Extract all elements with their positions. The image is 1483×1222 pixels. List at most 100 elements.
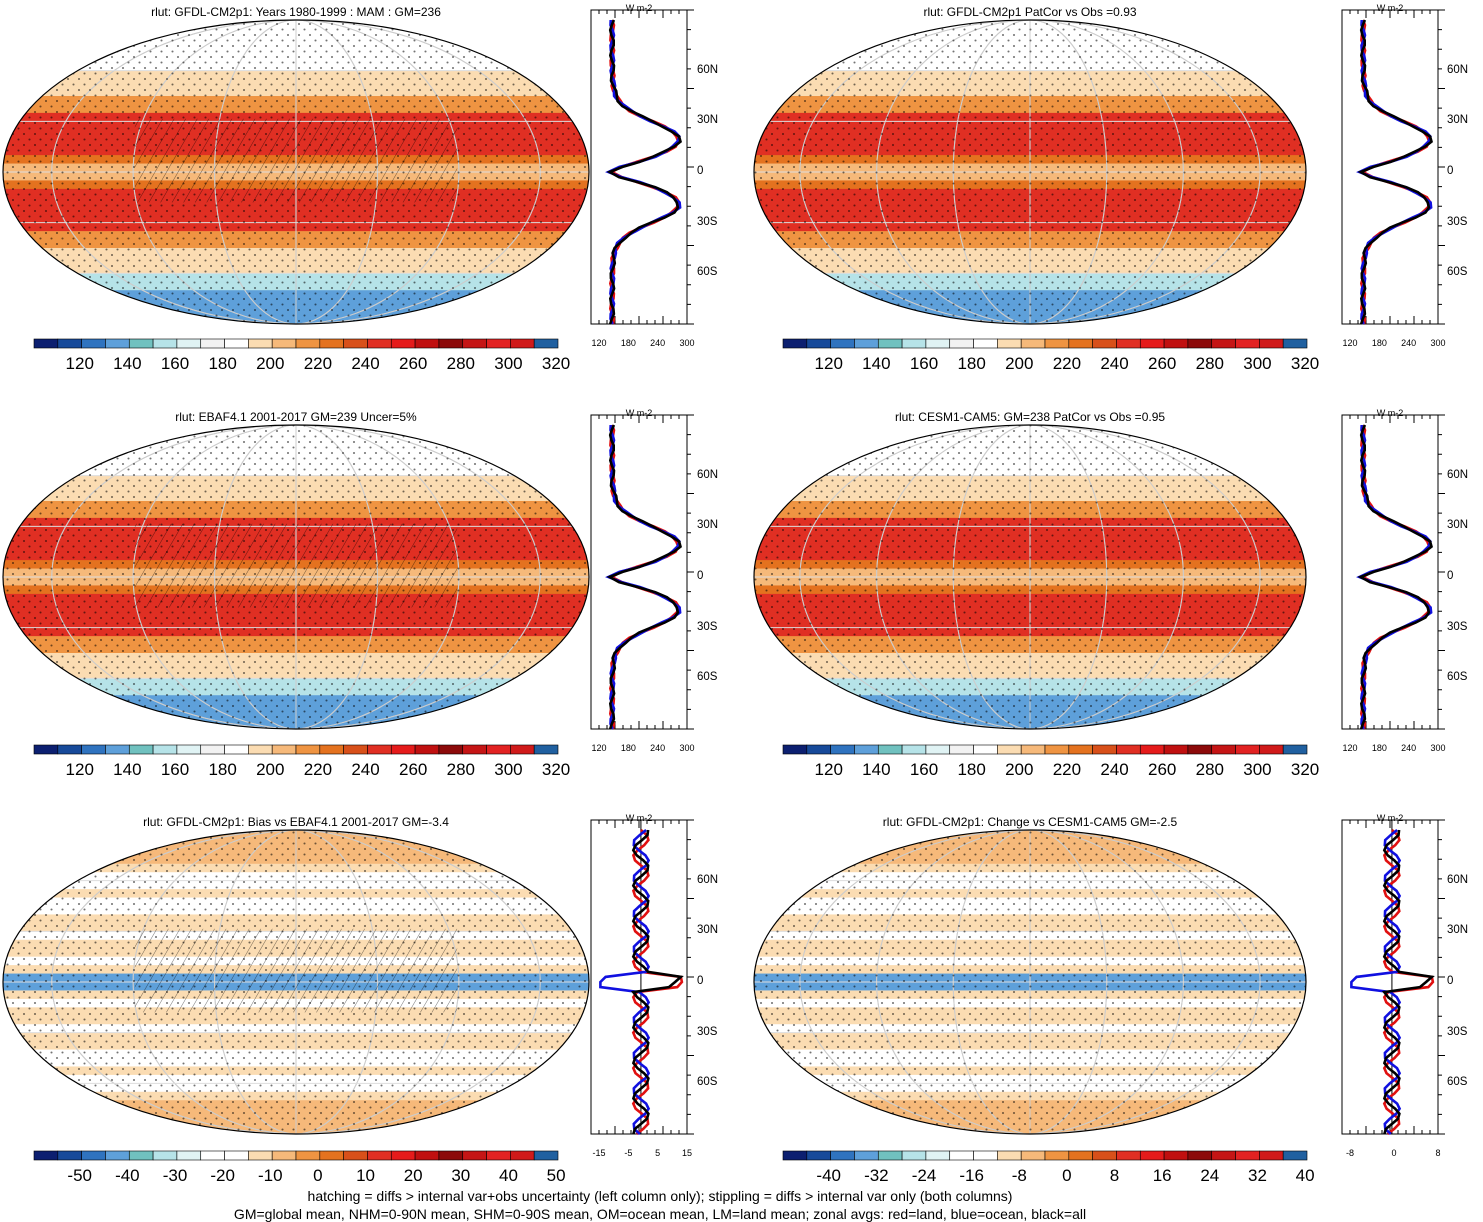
colorbar-2 (783, 339, 1307, 348)
colorbar-tick-label: 260 (399, 760, 427, 780)
latitude-label: 60S (1447, 671, 1467, 683)
colorbar-tick-label: 320 (542, 354, 570, 374)
latitude-label: 0 (697, 570, 703, 582)
colorbar-tick-label: 50 (547, 1166, 566, 1186)
panel-title-3: rlut: EBAF4.1 2001-2017 GM=239 Uncer=5% (175, 410, 416, 424)
colorbar-tick-label: 300 (1243, 354, 1271, 374)
colorbar-tick-label: 140 (113, 760, 141, 780)
panel-title-5: rlut: GFDL-CM2p1: Bias vs EBAF4.1 2001-2… (143, 815, 449, 829)
colorbar-4 (783, 745, 1307, 754)
colorbar-tick-label: 0 (313, 1166, 322, 1186)
panel-1 (3, 10, 694, 348)
colorbar-tick-label: 30 (451, 1166, 470, 1186)
latitude-label: 0 (1447, 165, 1453, 177)
map-field-1 (3, 20, 589, 325)
zonal-units-label: W m-2 (626, 813, 653, 823)
colorbar-6 (783, 1151, 1307, 1160)
latitude-label: 0 (697, 975, 703, 987)
zonal-tick-label: -15 (592, 1148, 605, 1158)
latitude-label: 60S (697, 1076, 717, 1088)
latitude-label: 60S (697, 266, 717, 278)
colorbar-tick-label: -16 (959, 1166, 984, 1186)
colorbar-tick-label: 300 (494, 354, 522, 374)
zonal-tick-label: 180 (621, 338, 636, 348)
colorbar-tick-label: 300 (1243, 760, 1271, 780)
zonal-average-plot-3 (591, 415, 694, 729)
latitude-label: 60N (1447, 469, 1468, 481)
colorbar-tick-label: 200 (1005, 760, 1033, 780)
zonal-tick-label: 120 (1342, 743, 1357, 753)
colorbar-tick-label: 240 (351, 760, 379, 780)
latitude-label: 60N (697, 469, 718, 481)
colorbar-tick-label: 280 (447, 354, 475, 374)
zonal-units-label: W m-2 (626, 3, 653, 13)
colorbar-tick-label: 20 (404, 1166, 423, 1186)
latitude-label: 0 (697, 165, 703, 177)
latitude-label: 30S (697, 216, 717, 228)
colorbar-tick-label: 220 (304, 760, 332, 780)
colorbar-tick-label: 180 (957, 760, 985, 780)
panel-5 (3, 820, 694, 1160)
colorbar-tick-label: 10 (356, 1166, 375, 1186)
zonal-tick-label: 240 (1401, 743, 1416, 753)
colorbar-tick-label: 320 (542, 760, 570, 780)
latitude-label: 30N (1447, 924, 1468, 936)
colorbar-tick-label: 200 (256, 354, 284, 374)
colorbar-tick-label: 320 (1291, 354, 1319, 374)
colorbar-tick-label: 24 (1200, 1166, 1219, 1186)
colorbar-tick-label: 140 (862, 354, 890, 374)
colorbar-tick-label: 180 (957, 354, 985, 374)
zonal-tick-label: -8 (1346, 1148, 1354, 1158)
colorbar-tick-label: 160 (910, 760, 938, 780)
colorbar-tick-label: 160 (161, 760, 189, 780)
colorbar-tick-label: 180 (208, 760, 236, 780)
panel-3 (3, 415, 694, 754)
panel-6 (754, 820, 1445, 1160)
colorbar-tick-label: 240 (1100, 354, 1128, 374)
colorbar-tick-label: 220 (1053, 760, 1081, 780)
zonal-tick-label: 8 (1435, 1148, 1440, 1158)
colorbar-tick-label: 260 (1148, 760, 1176, 780)
zonal-average-plot-5 (591, 820, 694, 1134)
latitude-label: 60S (697, 671, 717, 683)
zonal-tick-label: -5 (624, 1148, 632, 1158)
zonal-tick-label: 300 (1430, 338, 1445, 348)
panel-title-1: rlut: GFDL-CM2p1: Years 1980-1999 : MAM … (151, 5, 441, 19)
panel-title-2: rlut: GFDL-CM2p1 PatCor vs Obs =0.93 (923, 5, 1136, 19)
zonal-units-label: W m-2 (1377, 3, 1404, 13)
colorbar-tick-label: 120 (815, 760, 843, 780)
zonal-tick-label: 240 (650, 743, 665, 753)
colorbar-tick-label: 120 (66, 354, 94, 374)
zonal-tick-label: 300 (679, 743, 694, 753)
colorbar-tick-label: 300 (494, 760, 522, 780)
footer-legend-note: GM=global mean, NHM=0-90N mean, SHM=0-90… (234, 1206, 1086, 1222)
zonal-tick-label: 300 (679, 338, 694, 348)
colorbar-3 (34, 745, 558, 754)
panel-4 (754, 415, 1445, 754)
colorbar-tick-label: 160 (161, 354, 189, 374)
zonal-average-plot-4 (1342, 415, 1445, 729)
latitude-label: 30S (1447, 216, 1467, 228)
latitude-label: 30S (1447, 621, 1467, 633)
panel-title-4: rlut: CESM1-CAM5: GM=238 PatCor vs Obs =… (895, 410, 1165, 424)
colorbar-tick-label: -24 (912, 1166, 937, 1186)
latitude-label: 60N (697, 874, 718, 886)
zonal-tick-label: 15 (682, 1148, 692, 1158)
colorbar-tick-label: 8 (1110, 1166, 1119, 1186)
zonal-average-plot-1 (591, 10, 694, 324)
zonal-average-plot-2 (1342, 10, 1445, 324)
colorbar-tick-label: 260 (1148, 354, 1176, 374)
colorbar-tick-label: -50 (67, 1166, 92, 1186)
latitude-label: 30N (1447, 519, 1468, 531)
colorbar-tick-label: -20 (210, 1166, 235, 1186)
zonal-units-label: W m-2 (1377, 813, 1404, 823)
panel-title-6: rlut: GFDL-CM2p1: Change vs CESM1-CAM5 G… (883, 815, 1177, 829)
colorbar-tick-label: 280 (447, 760, 475, 780)
latitude-label: 30S (1447, 1026, 1467, 1038)
colorbar-tick-label: 160 (910, 354, 938, 374)
latitude-label: 60N (697, 64, 718, 76)
colorbar-tick-label: 280 (1196, 354, 1224, 374)
zonal-tick-label: 0 (1391, 1148, 1396, 1158)
zonal-units-label: W m-2 (1377, 408, 1404, 418)
colorbar-tick-label: 320 (1291, 760, 1319, 780)
